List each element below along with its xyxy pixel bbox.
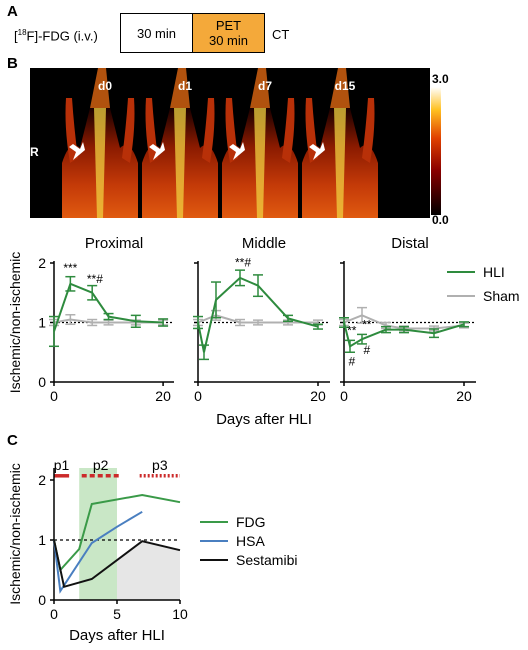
mouse-tail <box>330 68 350 108</box>
significance-label: **# <box>87 272 103 286</box>
subplot-title: Middle <box>242 235 286 252</box>
significance-label: ** <box>362 317 372 331</box>
mouse-image-d0: d0 <box>62 68 138 218</box>
legend-swatch-sham <box>447 295 475 297</box>
y-tick-label: 2 <box>38 472 46 488</box>
mouse-leg-left <box>122 98 135 163</box>
legend-label-hsa: HSA <box>236 533 265 549</box>
series-line-sham <box>343 314 465 330</box>
subplot-middle: Middle 0 20 **# Days after HLI <box>193 235 330 428</box>
y-axis-title: Ischemic/non-ischemic <box>7 252 23 394</box>
mouse-spine <box>174 108 186 218</box>
colorbar <box>431 87 441 215</box>
x-tick-label: 20 <box>310 388 326 404</box>
y-tick-label: 2 <box>38 255 46 271</box>
x-tick-label: 20 <box>456 388 472 404</box>
tracer-label: [18F]-FDG (i.v.) <box>14 28 98 44</box>
panel-label-c: C <box>7 432 18 449</box>
panel-label-b: B <box>7 55 18 72</box>
x-tick-label: 5 <box>113 606 121 622</box>
legend-swatch-sestamibi <box>200 559 228 561</box>
series-line-sestamibi <box>53 539 181 589</box>
phase-highlight <box>79 468 117 600</box>
subplot-title: Distal <box>391 235 429 252</box>
x-tick-label: 0 <box>340 388 348 404</box>
significance-label: ** <box>347 323 357 337</box>
legend-swatch-hsa <box>200 540 228 542</box>
phase-label-p2: p2 <box>93 457 109 473</box>
significance-label: # <box>363 343 370 357</box>
phase-label-p3: p3 <box>152 457 168 473</box>
mouse-image-d7: d7 <box>222 68 298 218</box>
legend-swatch-fdg <box>200 521 228 523</box>
arrow-icon <box>229 142 245 160</box>
day-label-d15: d15 <box>335 79 356 93</box>
mouse-tail <box>90 68 110 108</box>
mouse-tail <box>250 68 270 108</box>
mouse-leg-left <box>362 98 375 163</box>
subplot-title: Proximal <box>85 235 143 252</box>
subplot-distal: Distal 0 20 ** ** # # <box>339 235 476 404</box>
legend-swatch-hli <box>447 271 475 273</box>
phase-label-p1: p1 <box>54 457 70 473</box>
legend-label-hli: HLI <box>483 264 505 280</box>
x-tick-label: 0 <box>194 388 202 404</box>
arrow-icon <box>149 142 165 160</box>
legend-label-sestamibi: Sestamibi <box>236 552 298 568</box>
panel-label-a: A <box>7 3 18 20</box>
significance-label: *** <box>63 261 77 275</box>
colorbar-max-label: 3.0 <box>432 72 449 86</box>
mouse-spine <box>94 108 106 218</box>
pet-ct-images: d0 d1 d7 d15 R <box>30 68 430 218</box>
pet-box: PET 30 min <box>192 13 265 53</box>
x-tick-label: 20 <box>155 388 171 404</box>
arrow-icon <box>309 142 325 160</box>
mouse-image-d15: d15 <box>302 68 378 218</box>
mouse-leg-left <box>202 98 215 163</box>
y-tick-label: 0 <box>38 592 46 608</box>
legend-item-hli: HLI <box>447 264 505 280</box>
shaded-area <box>117 541 180 600</box>
day-label-d7: d7 <box>258 79 272 93</box>
legend-item-sestamibi: Sestamibi <box>200 552 297 568</box>
series-line-hsa <box>53 510 143 594</box>
legend-item-sham: Sham <box>447 288 520 304</box>
y-tick-label: 1 <box>38 532 46 548</box>
mouse-tail <box>170 68 190 108</box>
x-axis-title: Days after HLI <box>69 627 165 644</box>
y-tick-label: 0 <box>38 374 46 390</box>
uptake-box: 30 min <box>120 13 193 53</box>
mouse-spine <box>334 108 346 218</box>
legend-label-sham: Sham <box>483 288 520 304</box>
chart-c: p1 p2 p3 0 1 2 0 5 10 Ischemic/non-ischemic Days a… <box>7 457 188 644</box>
x-tick-label: 10 <box>172 606 188 622</box>
day-label-d0: d0 <box>98 79 112 93</box>
ct-label: CT <box>272 27 290 42</box>
day-label-d1: d1 <box>178 79 192 93</box>
side-label: R <box>30 145 39 159</box>
series-line-hli <box>53 282 164 332</box>
mouse-spine <box>254 108 266 218</box>
x-axis-title: Days after HLI <box>216 411 312 428</box>
mouse-leg-left <box>282 98 295 163</box>
x-tick-label: 0 <box>50 606 58 622</box>
y-axis-title: Ischemic/non-ischemic <box>7 463 23 605</box>
legend-item-hsa: HSA <box>200 533 265 549</box>
mouse-image-d1: d1 <box>142 68 218 218</box>
x-tick-label: 0 <box>50 388 58 404</box>
legend-item-fdg: FDG <box>200 514 266 530</box>
colorbar-min-label: 0.0 <box>432 213 449 227</box>
significance-label: # <box>348 354 355 368</box>
significance-label: **# <box>235 256 251 270</box>
arrow-icon <box>69 142 85 160</box>
legend-label-fdg: FDG <box>236 514 266 530</box>
y-tick-label: 1 <box>38 315 46 331</box>
